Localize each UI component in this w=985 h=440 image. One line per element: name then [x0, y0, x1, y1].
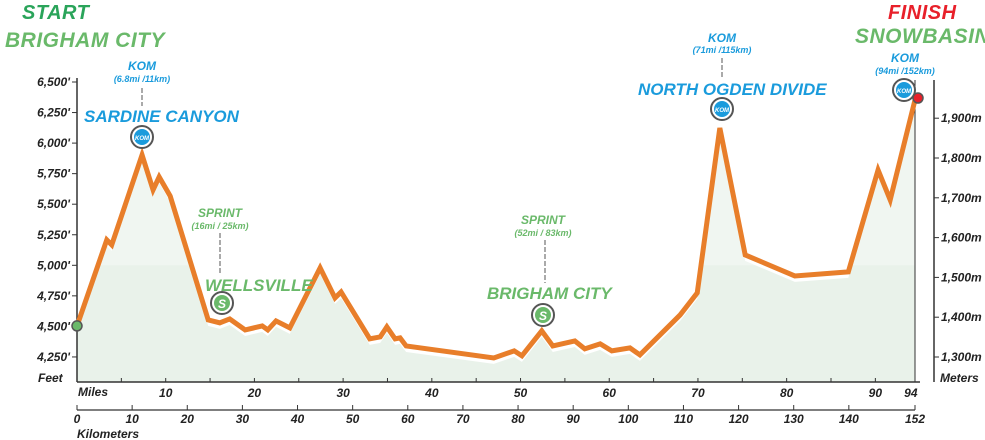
y-tick-label: 5,250' — [37, 228, 71, 242]
y-tick-label: 5,000' — [37, 258, 71, 272]
y2-tick-label: 1,600m — [941, 231, 982, 245]
icon-core — [535, 307, 551, 323]
mile-tick-label: 40 — [424, 386, 439, 400]
km-tick-label: 0 — [74, 412, 81, 426]
mile-tick-label: 60 — [603, 386, 617, 400]
km-tick-label: 140 — [839, 412, 859, 426]
km-tick-label: 90 — [567, 412, 581, 426]
km-tick-label: 30 — [236, 412, 250, 426]
kom1-distance: (6.8mi /11km) — [113, 74, 171, 84]
kom-icon: KOM — [710, 97, 734, 121]
sprint1-name: WELLSVILLE — [205, 276, 313, 295]
sprint-icon: S — [531, 303, 555, 327]
y2-tick-label: 1,800m — [941, 151, 982, 165]
icon-label: KOM — [897, 89, 912, 95]
fill-highlight — [77, 60, 915, 266]
icon-label: KOM — [715, 108, 730, 114]
icon-core — [896, 82, 912, 98]
icon-label: KOM — [135, 136, 150, 142]
icon-core — [214, 295, 230, 311]
finish-city: SNOWBASIN — [855, 25, 985, 48]
y-tick-label: 5,750' — [37, 167, 71, 181]
y2-tick-label: 1,500m — [941, 270, 982, 284]
km-tick-label: 152 — [905, 412, 925, 426]
y2-tick-label: 1,700m — [941, 191, 982, 205]
sprint1-distance: (16mi / 25km) — [191, 221, 249, 231]
kom3-title: KOM — [891, 51, 919, 65]
x-axis-label-miles: Miles — [78, 385, 109, 399]
y-tick-label: 5,500' — [37, 197, 71, 211]
km-tick-label: 80 — [511, 412, 525, 426]
km-tick-label: 50 — [346, 412, 360, 426]
y-axis-label-feet: Feet — [38, 371, 63, 385]
mile-tick-label: 90 — [869, 386, 883, 400]
mile-tick-label: 10 — [159, 386, 173, 400]
sprint2-name: BRIGHAM CITY — [487, 284, 612, 303]
finish-label: FINISH — [888, 2, 957, 24]
km-tick-label: 10 — [125, 412, 139, 426]
mile-tick-label: 50 — [514, 386, 528, 400]
mile-tick-label: 70 — [691, 386, 705, 400]
start-marker — [71, 320, 83, 332]
start-city: BRIGHAM CITY — [5, 29, 165, 52]
km-tick-label: 20 — [180, 412, 195, 426]
y-tick-label: 6,500' — [37, 75, 71, 89]
x-axis-label-km: Kilometers — [77, 427, 140, 440]
mile-tick-label: 94 — [904, 386, 918, 400]
km-tick-label: 100 — [618, 412, 638, 426]
kom1-title: KOM — [128, 59, 156, 73]
mile-tick-label: 30 — [336, 386, 350, 400]
km-tick-label: 70 — [456, 412, 470, 426]
icon-core — [714, 101, 730, 117]
sprint2-title: SPRINT — [520, 213, 565, 227]
km-tick-label: 110 — [674, 412, 693, 426]
elevation-fill — [77, 105, 915, 382]
kom2-name: NORTH OGDEN DIVIDE — [638, 80, 827, 99]
sprint2-distance: (52mi / 83km) — [514, 228, 572, 238]
icon-label: S — [218, 297, 226, 311]
y-tick-label: 6,250' — [37, 106, 71, 120]
y-axis-label-meters: Meters — [940, 371, 979, 385]
km-tick-label: 60 — [401, 412, 415, 426]
kom-icon: KOM — [130, 125, 154, 149]
kom2-title: KOM — [708, 31, 736, 45]
km-tick-label: 130 — [784, 412, 804, 426]
icon-label: S — [539, 309, 547, 323]
y-tick-label: 4,750' — [36, 289, 71, 303]
elevation-line — [74, 99, 918, 361]
mile-tick-label: 20 — [247, 386, 262, 400]
y2-tick-label: 1,400m — [941, 310, 982, 324]
sprint-icon: S — [210, 291, 234, 315]
y2-tick-label: 1,900m — [941, 111, 982, 125]
y-tick-label: 4,250' — [36, 350, 71, 364]
y-tick-label: 4,500' — [36, 319, 71, 333]
kom3-distance: (94mi /152km) — [875, 66, 935, 76]
icon-core — [134, 129, 150, 145]
y-tick-label: 6,000' — [37, 136, 71, 150]
y2-tick-label: 1,300m — [941, 350, 982, 364]
start-label: START — [22, 2, 90, 24]
km-tick-label: 120 — [729, 412, 749, 426]
mile-tick-label: 80 — [780, 386, 794, 400]
kom-icon: KOM — [892, 78, 916, 102]
finish-marker — [912, 92, 924, 104]
sprint1-title: SPRINT — [197, 206, 242, 220]
kom1-name: SARDINE CANYON — [84, 107, 239, 126]
kom2-distance: (71mi /115km) — [692, 45, 752, 55]
km-tick-label: 40 — [290, 412, 305, 426]
